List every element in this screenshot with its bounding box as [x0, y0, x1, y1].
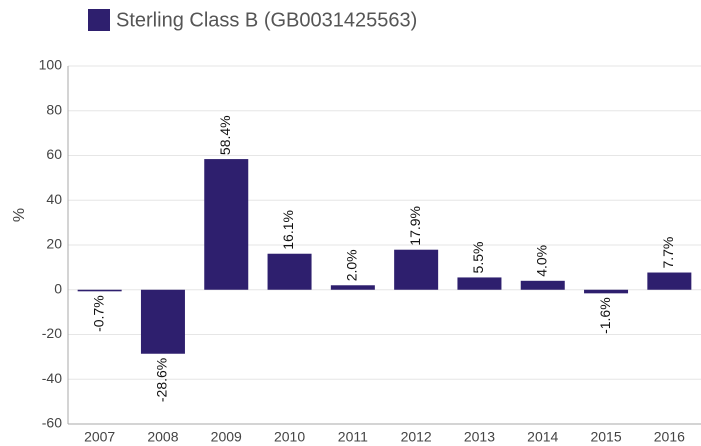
- x-tick-label: 2016: [654, 429, 685, 445]
- bar: [584, 289, 629, 294]
- y-tick-label: -20: [42, 325, 62, 341]
- bar: [520, 280, 565, 290]
- y-tick-label: 60: [46, 146, 62, 162]
- bar: [204, 159, 249, 290]
- x-tick-label: 2008: [147, 429, 178, 445]
- x-tick-label: 2009: [211, 429, 242, 445]
- value-label: -28.6%: [154, 358, 170, 402]
- x-tick-label: 2007: [84, 429, 115, 445]
- value-label: -1.6%: [597, 297, 613, 334]
- bar: [457, 277, 502, 290]
- bar: [77, 289, 122, 292]
- y-tick-label: 100: [39, 57, 63, 73]
- x-tick-label: 2015: [590, 429, 621, 445]
- value-label: 2.0%: [344, 249, 360, 281]
- y-tick-label: 40: [46, 191, 62, 207]
- x-tick-label: 2010: [274, 429, 305, 445]
- bar: [140, 289, 185, 354]
- legend-swatch: [88, 9, 110, 31]
- bar: [394, 249, 439, 290]
- value-label: 4.0%: [533, 245, 549, 277]
- bar: [267, 253, 312, 290]
- y-tick-label: 20: [46, 236, 62, 252]
- legend-label: Sterling Class B (GB0031425563): [116, 9, 417, 31]
- y-tick-label: -60: [42, 415, 62, 431]
- y-tick-label: 0: [54, 280, 62, 296]
- value-label: 5.5%: [470, 242, 486, 274]
- value-label: 16.1%: [280, 210, 296, 250]
- x-tick-label: 2012: [401, 429, 432, 445]
- y-tick-label: 80: [46, 101, 62, 117]
- x-tick-label: 2011: [338, 429, 368, 445]
- y-tick-label: -40: [42, 370, 62, 386]
- y-axis-label: %: [11, 208, 28, 222]
- bar: [330, 285, 375, 290]
- value-label: 17.9%: [407, 206, 423, 246]
- x-tick-label: 2014: [527, 429, 558, 445]
- bar: [647, 272, 692, 290]
- value-label: -0.7%: [90, 295, 106, 332]
- x-tick-label: 2013: [464, 429, 495, 445]
- value-label: 7.7%: [660, 237, 676, 269]
- value-label: 58.4%: [217, 115, 233, 155]
